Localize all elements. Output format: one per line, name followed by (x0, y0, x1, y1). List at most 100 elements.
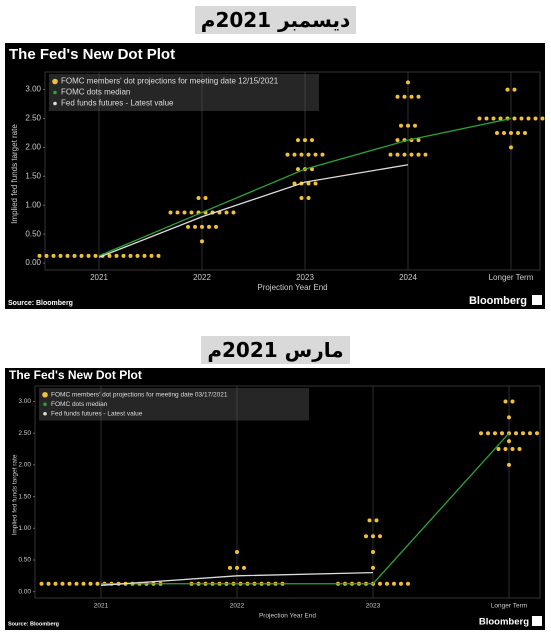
legend-label: Fed funds futures - Latest value (51, 410, 143, 417)
dot (528, 431, 532, 436)
dot (371, 534, 375, 539)
y-tick-label: 1.00 (25, 200, 41, 209)
dot (320, 152, 325, 157)
dot (114, 253, 119, 258)
dot (175, 210, 180, 215)
dot (416, 138, 421, 143)
dot (367, 518, 372, 523)
caption-box: مارس 2021م (0, 336, 551, 364)
dot (503, 447, 508, 452)
brand-icon (532, 616, 542, 626)
dot (406, 581, 410, 586)
x-axis-label: Projection Year End (257, 283, 327, 292)
legend-marker (43, 411, 47, 416)
x-tick-label: 2022 (193, 273, 211, 282)
brand-icon (532, 295, 542, 305)
dot (242, 565, 246, 570)
dot (182, 210, 187, 215)
y-tick-label: 0.50 (25, 229, 41, 238)
dot (519, 116, 524, 121)
dot (303, 138, 307, 143)
dot (409, 152, 414, 157)
y-tick-label: 1.50 (25, 171, 41, 180)
dot (93, 253, 98, 258)
dot (231, 210, 236, 215)
line (101, 432, 510, 585)
legend-box (49, 74, 319, 111)
y-axis-label: Implied fed funds target rate (10, 124, 19, 224)
x-tick-label: Longer Term (489, 273, 534, 282)
dot (399, 581, 403, 586)
dot (74, 581, 79, 586)
y-axis-label: Implied fed funds target rate (12, 454, 19, 535)
dot (168, 210, 173, 215)
dot (37, 253, 42, 258)
dot (135, 253, 140, 258)
dot (107, 253, 112, 258)
dot (402, 94, 407, 99)
y-tick-label: 0.00 (25, 258, 41, 267)
legend-marker (53, 101, 57, 106)
dot (313, 152, 318, 157)
dot (44, 253, 49, 258)
dot (371, 565, 375, 570)
dot (189, 210, 194, 215)
dot (67, 581, 72, 586)
dot (535, 431, 539, 436)
dot (477, 116, 482, 121)
y-tick-label: 2.50 (18, 430, 31, 437)
dot (51, 253, 56, 258)
dot (533, 116, 538, 121)
y-tick-label: 2.50 (25, 114, 41, 123)
chart-title: The Fed's New Dot Plot (9, 368, 142, 382)
legend-marker (52, 78, 58, 85)
chart: The Fed's New Dot Plot 0.00 0.50 1.00 1.50 2.… (5, 43, 545, 309)
dot (203, 196, 208, 200)
dot (72, 253, 77, 258)
dot (207, 224, 211, 229)
dot (292, 152, 297, 157)
dot (509, 145, 513, 150)
x-tick-label: 2021 (90, 273, 108, 282)
dot (186, 224, 190, 229)
dot (514, 431, 518, 436)
dot (498, 116, 503, 121)
dot (409, 94, 414, 99)
dot (128, 253, 133, 258)
dot (484, 116, 489, 121)
dot (200, 224, 204, 229)
legend-label: Fed funds futures - Latest value (61, 99, 174, 108)
dot (58, 253, 63, 258)
legend-label: FOMC dots median (61, 88, 130, 97)
dot (507, 415, 511, 420)
y-tick-label: 1.50 (18, 493, 31, 500)
dot (81, 581, 86, 586)
caption: ديسمبر 2021م (194, 6, 357, 34)
dot (46, 581, 51, 586)
y-tick-label: 3.00 (18, 398, 31, 405)
x-tick-label: Longer Term (491, 603, 527, 610)
dot (517, 447, 522, 452)
dot (306, 181, 311, 186)
dot (493, 431, 497, 436)
dot (193, 224, 197, 229)
dot (296, 167, 300, 172)
dot (313, 181, 318, 186)
dot (395, 138, 400, 143)
dot (224, 210, 229, 215)
dot (507, 462, 511, 467)
dot (509, 130, 513, 135)
dot (392, 581, 396, 586)
dot (378, 581, 382, 586)
dot (306, 152, 311, 157)
y-tick-label: 2.00 (18, 462, 31, 469)
dot (495, 130, 499, 135)
legend-label: FOMC members' dot projections for meetin… (61, 77, 279, 86)
dot (385, 581, 389, 586)
dot (235, 550, 239, 555)
source: Source: Bloomberg (8, 621, 59, 627)
dot (378, 534, 382, 539)
dot (196, 196, 201, 200)
dot (200, 239, 204, 244)
